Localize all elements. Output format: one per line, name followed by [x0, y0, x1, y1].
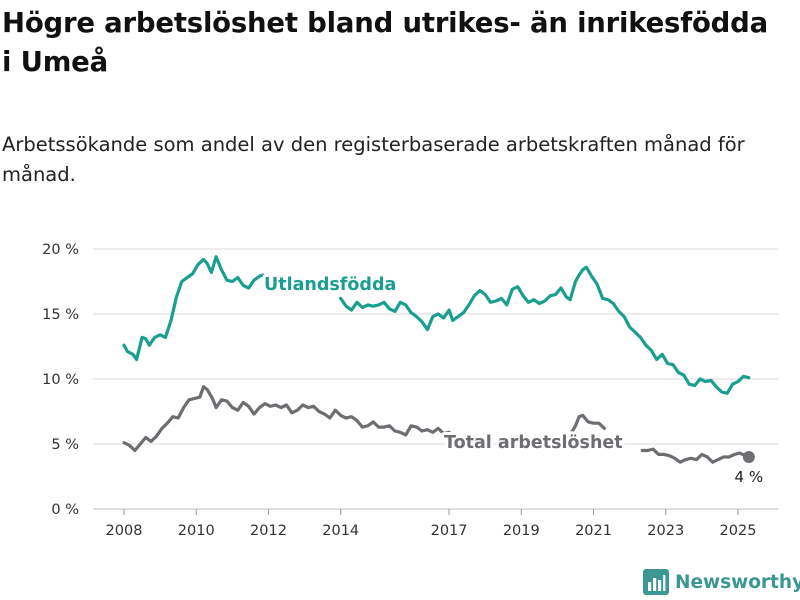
series-line-utlandsfodda — [122, 255, 265, 362]
y-tick-label: 15 % — [42, 307, 79, 323]
brand-name: Newsworthy — [675, 571, 800, 593]
y-tick-label: 0 % — [51, 502, 79, 518]
series-line-utlandsfodda — [339, 265, 751, 395]
series-label-total: Total arbetslöshet — [444, 433, 623, 453]
series-lines — [122, 255, 751, 464]
x-tick-label: 2019 — [503, 523, 540, 539]
end-point-marker — [742, 451, 755, 463]
y-tick-label: 20 % — [42, 242, 79, 258]
newsworthy-bar-chart-icon — [643, 569, 669, 595]
x-tick-label: 2012 — [250, 523, 287, 539]
series-line-total — [122, 385, 467, 453]
grid-lines — [93, 248, 778, 510]
end-value-label: 4 % — [735, 468, 764, 486]
series-line-total — [568, 413, 606, 437]
x-tick-label: 2021 — [575, 523, 612, 539]
series-label-utlandsfodda-halo: Utlandsfödda — [264, 275, 396, 295]
y-tick-label: 5 % — [51, 437, 79, 453]
x-tick-label: 2023 — [647, 523, 684, 539]
x-tick-label: 2008 — [106, 523, 143, 539]
series-label-utlandsfodda: Utlandsfödda — [264, 275, 396, 295]
x-tick-label: 2025 — [720, 523, 757, 539]
chart-subtitle: Arbetssökande som andel av den registerb… — [2, 133, 745, 186]
x-tick-label: 2017 — [431, 523, 468, 539]
x-axis: 2008 2010 2012 2014 2017 2019 2021 2023 2025 — [106, 509, 757, 539]
chart-title: Högre arbetslöshet bland utrikes- än inr… — [2, 7, 769, 78]
series-line-total — [640, 447, 751, 464]
series-label-total-halo: Total arbetslöshet — [444, 433, 623, 453]
x-tick-label: 2014 — [322, 523, 359, 539]
y-tick-label: 10 % — [42, 372, 79, 388]
x-tick-label: 2010 — [178, 523, 215, 539]
y-axis: 0 % 5 % 10 % 15 % 20 % — [42, 242, 79, 518]
newsworthy-logo: Newsworthy — [643, 569, 800, 595]
